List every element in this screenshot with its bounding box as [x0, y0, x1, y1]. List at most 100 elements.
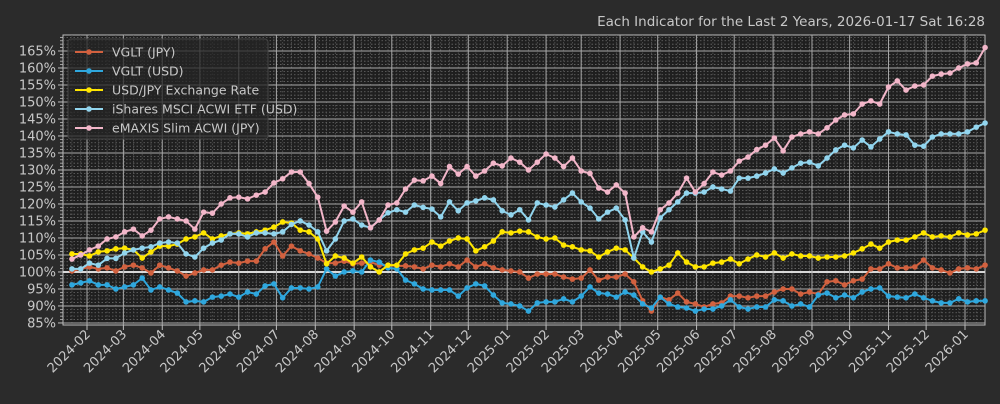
data-point — [552, 299, 558, 305]
data-point — [894, 294, 901, 300]
data-point — [367, 224, 374, 231]
data-point — [323, 261, 330, 267]
data-point — [341, 269, 347, 275]
data-point — [947, 131, 953, 137]
data-point — [121, 284, 128, 290]
data-point — [674, 190, 681, 196]
data-point — [481, 283, 488, 289]
data-point — [429, 173, 435, 179]
data-point — [297, 169, 304, 175]
data-point — [437, 243, 444, 249]
data-point — [578, 199, 584, 205]
data-point — [183, 251, 189, 257]
data-point — [727, 188, 734, 194]
data-point — [367, 264, 374, 270]
data-point — [332, 273, 339, 279]
y-tick-label: 95% — [27, 282, 56, 297]
data-point — [841, 253, 848, 259]
data-point — [218, 237, 225, 243]
data-point — [297, 285, 304, 291]
data-point — [850, 250, 857, 256]
data-point — [534, 159, 541, 165]
data-point — [876, 285, 883, 291]
legend-label: VGLT (JPY) — [112, 45, 175, 60]
data-point — [595, 185, 602, 191]
data-point — [710, 169, 716, 175]
data-point — [841, 282, 848, 288]
data-point — [508, 230, 514, 236]
data-point — [297, 227, 304, 233]
data-point — [868, 144, 874, 150]
data-point — [938, 71, 944, 77]
legend-swatch-marker — [86, 125, 92, 131]
data-point — [797, 301, 804, 307]
data-point — [560, 296, 567, 302]
data-point — [745, 256, 751, 262]
data-point — [543, 202, 549, 208]
data-point — [543, 151, 549, 157]
data-point — [516, 228, 523, 234]
data-point — [973, 231, 980, 237]
data-point — [920, 230, 927, 236]
data-point — [183, 299, 189, 305]
data-point — [437, 264, 444, 270]
grid — [63, 35, 985, 325]
data-point — [824, 290, 830, 296]
data-point — [385, 262, 391, 268]
y-tick-label: 100% — [19, 265, 56, 280]
data-point — [314, 236, 321, 242]
data-point — [806, 159, 813, 165]
data-point — [912, 234, 918, 240]
data-point — [569, 190, 576, 196]
data-point — [666, 301, 672, 307]
series-emaxis-slim-acwi-jpy- — [69, 44, 988, 262]
data-point — [947, 234, 953, 240]
data-point — [674, 290, 681, 296]
data-point — [885, 129, 892, 135]
data-point — [113, 234, 119, 240]
data-point — [306, 180, 312, 187]
data-point — [77, 266, 84, 272]
data-point — [192, 270, 198, 276]
data-point — [209, 210, 216, 216]
data-point — [727, 297, 734, 303]
data-point — [701, 306, 707, 312]
legend-item: VGLT (USD) — [75, 64, 184, 79]
data-point — [552, 235, 558, 241]
data-point — [964, 61, 971, 67]
data-point — [622, 247, 628, 253]
data-point — [227, 291, 233, 297]
data-point — [323, 266, 330, 272]
y-tick-label: 110% — [19, 231, 56, 246]
data-point — [139, 275, 145, 281]
data-point — [244, 289, 251, 295]
data-point — [227, 195, 233, 201]
data-point — [578, 168, 584, 174]
data-point — [683, 259, 690, 265]
data-point — [473, 173, 479, 179]
data-point — [745, 154, 751, 160]
y-tick-label: 130% — [19, 163, 56, 178]
data-point — [692, 264, 699, 270]
data-point — [639, 224, 646, 231]
data-point — [139, 245, 145, 251]
data-point — [411, 177, 418, 183]
data-point — [200, 209, 207, 215]
data-point — [314, 255, 321, 261]
data-point — [543, 236, 549, 242]
data-point — [850, 295, 857, 301]
data-point — [745, 295, 751, 301]
y-tick-label: 165% — [19, 44, 56, 59]
data-point — [455, 235, 462, 241]
data-point — [912, 83, 918, 89]
y-tick-label: 120% — [19, 197, 56, 212]
data-point — [525, 308, 532, 314]
data-point — [780, 170, 786, 176]
data-point — [534, 200, 541, 206]
data-point — [543, 271, 549, 277]
y-tick-label: 125% — [19, 180, 56, 195]
data-point — [77, 252, 84, 258]
data-point — [490, 265, 497, 271]
data-point — [499, 300, 505, 306]
data-point — [955, 266, 962, 272]
